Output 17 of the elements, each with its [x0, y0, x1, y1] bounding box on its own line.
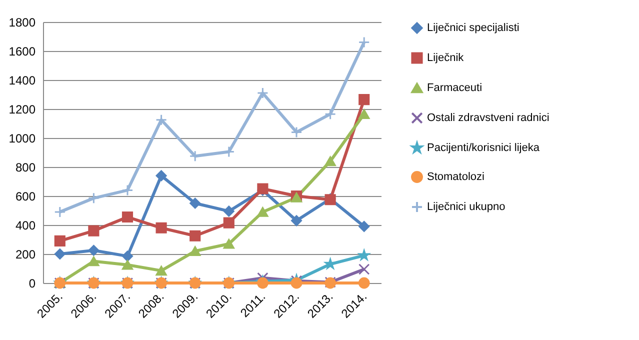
legend-label: Pacijenti/korisnici lijeka — [427, 142, 540, 154]
legend-label: Liječnici specijalisti — [427, 22, 520, 34]
y-tick-label: 400 — [15, 218, 36, 232]
y-tick-label: 1600 — [8, 44, 36, 58]
y-tick-label: 600 — [15, 190, 36, 204]
legend-label: Farmaceuti — [427, 82, 482, 94]
legend-label: Liječnik — [427, 52, 464, 64]
legend-label: Liječnici ukupno — [427, 201, 506, 213]
y-tick-label: 200 — [15, 248, 36, 262]
y-tick-label: 1400 — [8, 74, 36, 88]
y-tick-label: 1800 — [8, 16, 36, 30]
y-tick-label: 1000 — [8, 132, 36, 146]
y-tick-label: 800 — [15, 160, 36, 174]
legend-label: Stomatolozi — [427, 171, 484, 183]
legend-label: Ostali zdravstveni radnici — [427, 112, 550, 124]
y-tick-label: 0 — [28, 276, 36, 290]
y-tick-label: 1200 — [8, 102, 36, 116]
